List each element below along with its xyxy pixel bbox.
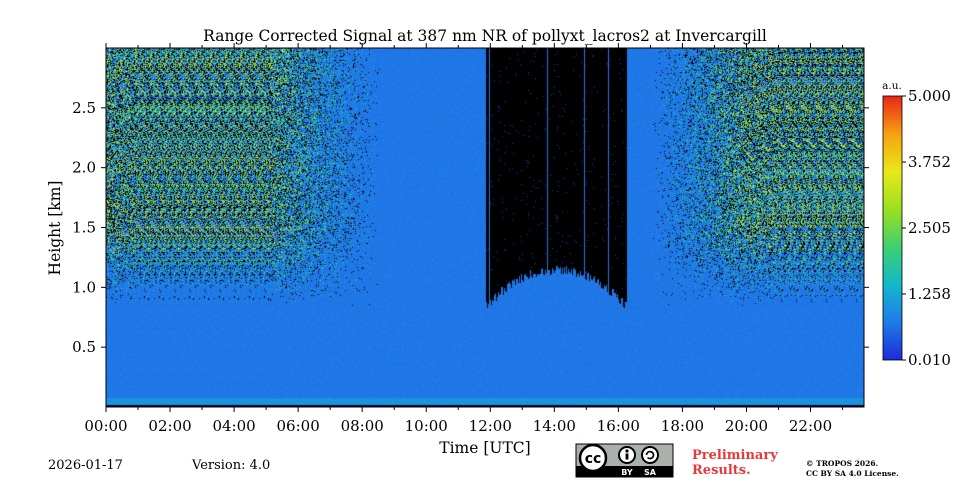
cc-badge-by: BY — [621, 468, 633, 477]
x-tick-label: 06:00 — [277, 417, 320, 435]
x-tick-label: 04:00 — [212, 417, 255, 435]
x-tick-label: 10:00 — [405, 417, 448, 435]
x-axis-ticks: 00:00 02:00 04:00 06:00 08:00 10:00 12:00 14:00… — [84, 43, 844, 435]
y-axis-label: Height [km] — [46, 181, 64, 276]
colorbar-tick-label: 0.010 — [908, 351, 951, 369]
chart-title: Range Corrected Signal at 387 nm NR of p… — [203, 27, 767, 45]
x-tick-label: 12:00 — [469, 417, 512, 435]
footer-date: 2026-01-17 — [48, 458, 123, 473]
cc-license-badge: cc BY SA — [575, 443, 674, 478]
colorbar: a.u. 5.000 3.752 2.505 1.258 0.010 — [882, 80, 951, 369]
preliminary-notice: Preliminary Results. — [692, 448, 802, 478]
preliminary-line-1: Preliminary — [692, 448, 778, 463]
y-axis-ticks: 0.5 1.0 1.5 2.0 2.5 — [72, 99, 869, 356]
preliminary-line-2: Results. — [692, 463, 751, 478]
cc-icon — [578, 443, 608, 473]
colorbar-gradient — [882, 95, 903, 361]
colorbar-tick-label: 2.505 — [908, 219, 951, 237]
x-tick-label: 20:00 — [725, 417, 768, 435]
cc-badge-sa: SA — [644, 468, 657, 477]
x-axis-label: Time [UTC] — [439, 439, 530, 457]
x-tick-label: 02:00 — [148, 417, 191, 435]
y-tick-label: 2.5 — [72, 99, 96, 117]
x-tick-label: 08:00 — [341, 417, 384, 435]
license-text: CC BY SA 4.0 License. — [806, 469, 899, 478]
colorbar-tick-label: 3.752 — [908, 153, 951, 171]
heatmap-canvas — [106, 48, 864, 407]
y-tick-label: 1.5 — [72, 219, 96, 237]
x-tick-label: 14:00 — [533, 417, 576, 435]
x-tick-label: 16:00 — [597, 417, 640, 435]
copyright-text: © TROPOS 2026. — [806, 459, 879, 468]
license-notice: © TROPOS 2026. CC BY SA 4.0 License. — [806, 459, 899, 479]
colorbar-unit: a.u. — [882, 80, 902, 92]
x-tick-label: 00:00 — [84, 417, 127, 435]
colorbar-tick-label: 1.258 — [908, 285, 951, 303]
x-tick-label: 22:00 — [789, 417, 832, 435]
cc-badge-cc: cc — [585, 451, 602, 467]
x-tick-label: 18:00 — [661, 417, 704, 435]
colorbar-ticks: 5.000 3.752 2.505 1.258 0.010 — [902, 87, 951, 369]
sa-icon — [641, 446, 659, 464]
footer-version: Version: 4.0 — [192, 458, 271, 473]
heatmap-raster — [106, 48, 864, 407]
y-tick-label: 0.5 — [72, 338, 96, 356]
colorbar-tick-label: 5.000 — [908, 87, 951, 105]
heatmap-layer — [106, 48, 864, 407]
y-tick-label: 2.0 — [72, 159, 96, 177]
y-tick-label: 1.0 — [72, 278, 96, 296]
